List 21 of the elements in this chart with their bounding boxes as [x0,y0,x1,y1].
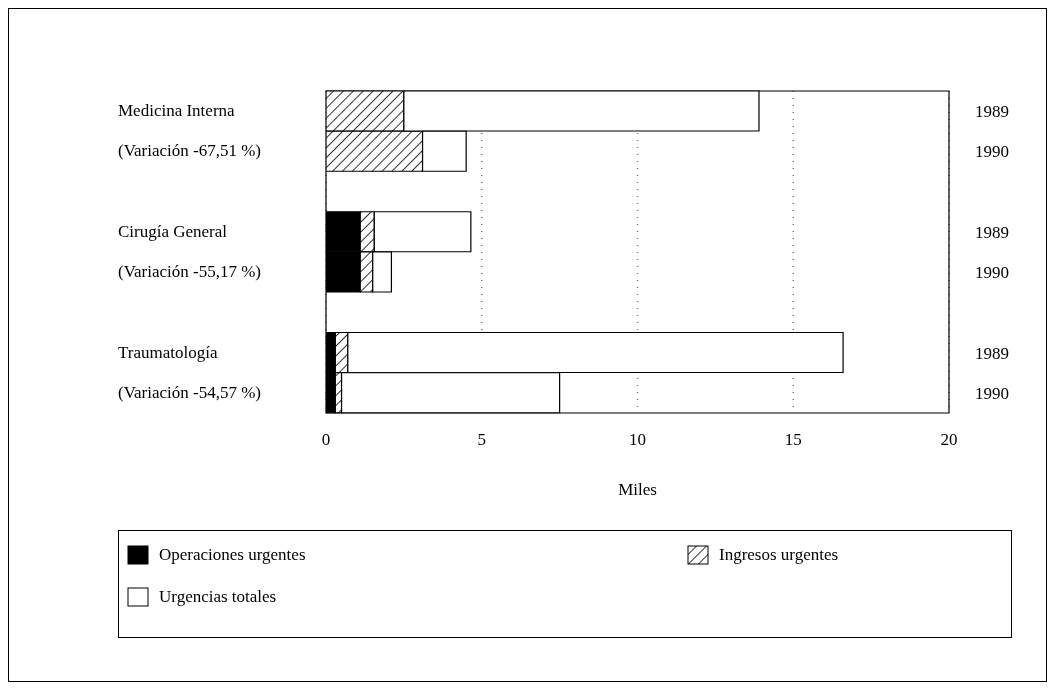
y-tick-label: Traumatología [118,342,218,362]
x-tick-label: 0 [321,430,331,450]
y-tick-label: Cirugía General [118,221,228,241]
y-tick-label: (Variación -55,17 %) [118,262,262,282]
y-tick-label: (Variación -67,51 %) [118,141,262,161]
text: 1990 [975,383,1009,403]
legend-label: Urgencias totales [159,587,277,607]
y-tick-label: (Variación -54,57 %) [118,382,262,402]
text: 1989 [975,102,1009,122]
y-tick-label: Medicina Interna [118,101,236,121]
legend-label: Operaciones urgentes [159,545,306,565]
x-axis-title: Miles [618,480,657,499]
text: 1990 [975,142,1009,162]
text: 1989 [975,222,1009,242]
text: 1990 [975,263,1009,283]
x-tick-label: 5 [477,430,486,450]
legend-label: Ingresos urgentes [719,545,839,565]
text: 1989 [975,343,1009,363]
x-tick-label: 10 [629,430,646,450]
x-tick-label: 15 [784,430,802,450]
x-tick-label: 20 [940,430,958,450]
